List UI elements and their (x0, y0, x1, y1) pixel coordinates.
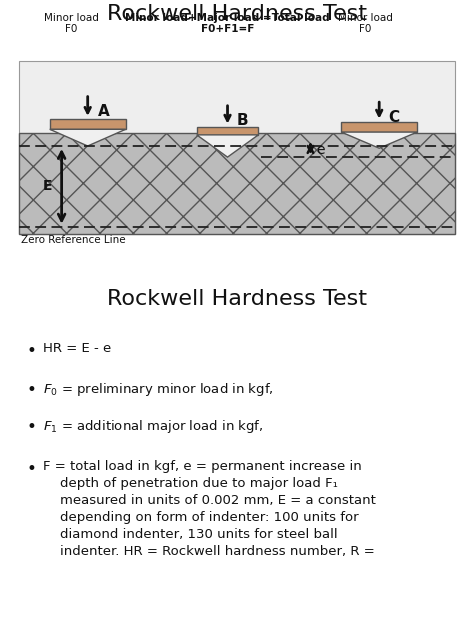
Text: HR = E - e: HR = E - e (43, 342, 111, 355)
Bar (341, 121, 417, 132)
Text: B: B (237, 114, 249, 128)
Polygon shape (341, 132, 417, 149)
Text: $F_1$ = additional major load in kgf,: $F_1$ = additional major load in kgf, (43, 418, 263, 435)
Text: Rockwell Hardness Test: Rockwell Hardness Test (107, 289, 367, 308)
Text: Minor load
F0: Minor load F0 (44, 13, 99, 34)
Text: Minor load
F0: Minor load F0 (337, 13, 392, 34)
Text: •: • (26, 342, 36, 360)
Text: •: • (26, 418, 36, 436)
Text: •: • (26, 380, 36, 399)
Polygon shape (197, 135, 258, 157)
Bar (19, 133, 455, 234)
Bar (197, 126, 258, 135)
Text: Rockwell Hardness Test: Rockwell Hardness Test (107, 4, 367, 24)
Polygon shape (50, 130, 126, 146)
Text: E: E (43, 179, 52, 193)
Text: $F_0$ = preliminary minor load in kgf,: $F_0$ = preliminary minor load in kgf, (43, 380, 273, 398)
Bar (50, 119, 126, 130)
Text: •: • (26, 460, 36, 478)
Bar (19, 61, 455, 234)
Text: F = total load in kgf, e = permanent increase in
    depth of penetration due to: F = total load in kgf, e = permanent inc… (43, 460, 375, 558)
Text: C: C (389, 110, 400, 125)
Text: Minor load+Major load =Total load
F0+F1=F: Minor load+Major load =Total load F0+F1=… (125, 13, 330, 34)
Text: Zero Reference Line: Zero Reference Line (21, 235, 126, 245)
Text: e: e (316, 143, 325, 157)
Text: A: A (98, 104, 110, 119)
